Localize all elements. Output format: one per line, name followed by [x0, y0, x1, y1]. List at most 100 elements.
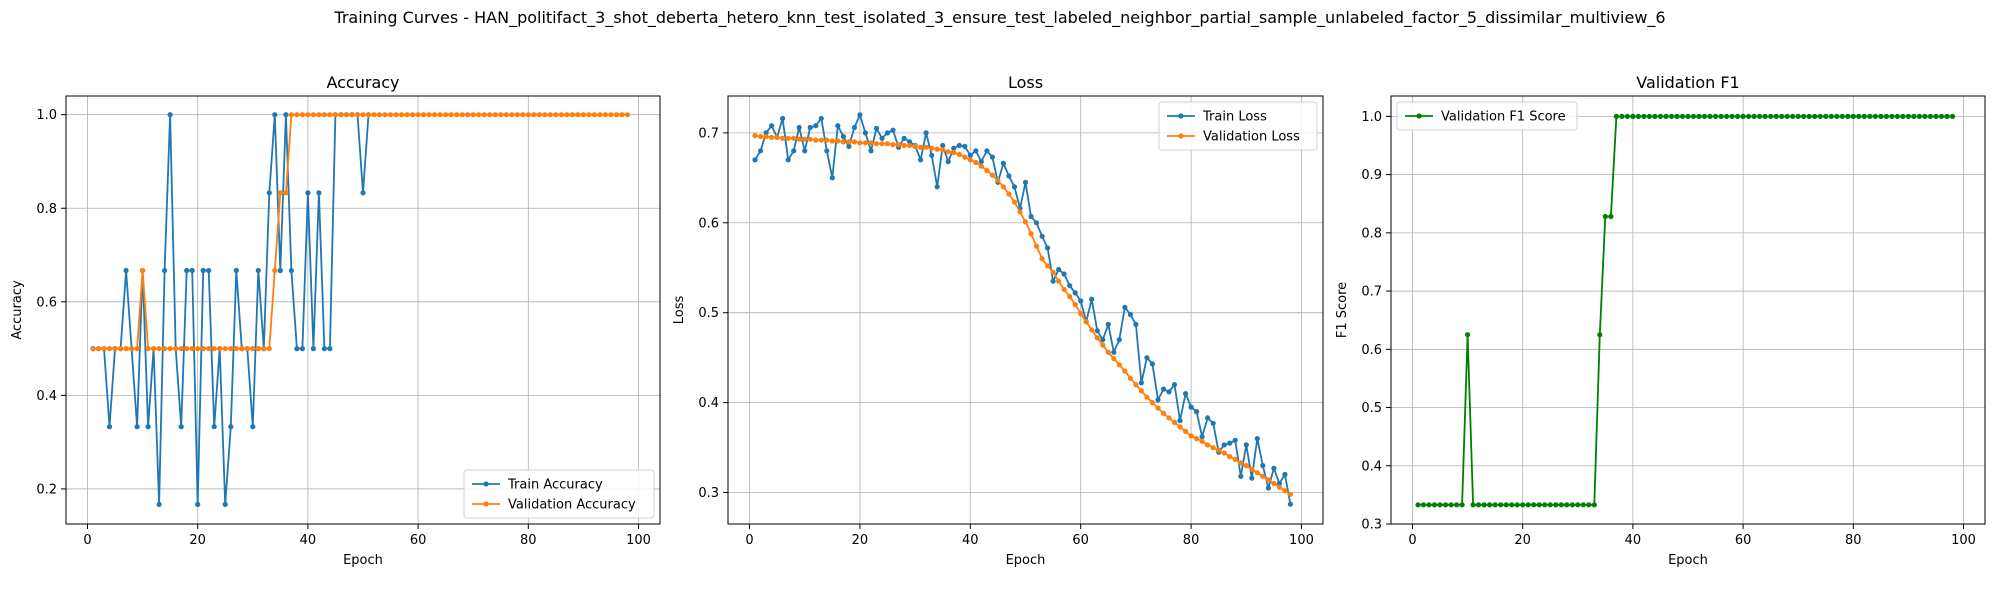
data-point	[310, 346, 316, 352]
y-tick-label: 1.0	[1361, 110, 1382, 125]
data-point	[580, 112, 587, 118]
data-point	[531, 112, 537, 118]
data-point	[1801, 113, 1807, 119]
data-point	[613, 112, 620, 118]
data-point	[222, 501, 228, 507]
data-point	[802, 148, 808, 154]
data-point	[923, 144, 929, 150]
x-tick-label: 20	[189, 533, 206, 548]
data-point	[1061, 271, 1067, 277]
data-point	[525, 112, 531, 118]
data-point	[1922, 113, 1928, 119]
legend-swatch-marker	[1178, 113, 1184, 119]
data-point	[973, 159, 979, 166]
data-point	[1045, 245, 1051, 251]
data-point	[1260, 463, 1266, 469]
data-point	[1238, 460, 1244, 466]
legend-swatch-marker	[483, 481, 489, 487]
data-point	[118, 346, 124, 352]
data-point	[1580, 502, 1586, 508]
x-tick-label: 60	[1072, 533, 1089, 548]
data-point	[294, 112, 300, 118]
data-point	[1608, 213, 1614, 220]
data-point	[250, 424, 256, 430]
data-point	[184, 267, 190, 274]
data-point	[1586, 502, 1592, 508]
data-point	[1531, 502, 1537, 508]
y-tick-label: 1.0	[36, 108, 57, 123]
data-point	[824, 148, 830, 154]
data-point	[481, 112, 487, 118]
data-point	[989, 154, 996, 160]
data-point	[1155, 397, 1161, 403]
data-point	[967, 152, 973, 158]
data-point	[1171, 419, 1178, 425]
data-point	[1426, 502, 1432, 508]
data-point	[376, 112, 383, 118]
data-point	[1011, 184, 1018, 190]
data-point	[923, 130, 929, 136]
data-point	[1542, 502, 1548, 508]
legend-swatch-marker	[1178, 133, 1184, 139]
data-point	[907, 139, 913, 145]
data-point	[283, 190, 289, 196]
legend: Validation F1 Score	[1396, 101, 1578, 131]
data-point	[1160, 386, 1167, 392]
data-point	[835, 138, 841, 144]
data-point	[360, 190, 366, 196]
data-point	[476, 112, 482, 118]
data-point	[763, 130, 769, 136]
data-point	[1276, 484, 1282, 490]
x-axis-label: Epoch	[343, 553, 383, 568]
data-point	[1850, 113, 1856, 119]
data-point	[211, 424, 217, 430]
data-point	[1872, 113, 1878, 119]
data-point	[785, 157, 791, 163]
legend-label: Validation Accuracy	[508, 498, 636, 513]
data-point	[901, 142, 907, 149]
data-point	[1006, 191, 1012, 197]
data-point	[1415, 502, 1421, 508]
data-point	[1812, 113, 1818, 119]
data-point	[492, 112, 498, 118]
data-point	[608, 112, 614, 118]
data-point	[255, 267, 261, 274]
data-point	[1221, 442, 1227, 448]
data-point	[989, 172, 996, 178]
data-point	[945, 159, 951, 165]
data-point	[1166, 389, 1172, 395]
data-point	[1105, 349, 1111, 355]
data-point	[851, 124, 858, 131]
data-point	[879, 135, 885, 141]
data-point	[1619, 113, 1625, 119]
data-point	[884, 130, 891, 136]
data-point	[1845, 113, 1851, 119]
y-tick-label: 0.8	[1361, 226, 1382, 241]
data-point	[791, 148, 797, 154]
x-tick-label: 80	[1845, 533, 1862, 548]
data-point	[388, 112, 394, 118]
data-point	[365, 112, 372, 118]
data-point	[1022, 219, 1029, 225]
data-point	[162, 267, 168, 274]
legend: Train Accuracy Validation Accuracy	[463, 469, 655, 519]
data-point	[1613, 113, 1619, 119]
data-point	[272, 112, 278, 118]
data-point	[1243, 463, 1249, 469]
data-point	[266, 346, 272, 352]
y-tick-label: 0.9	[1361, 168, 1382, 183]
data-point	[796, 124, 802, 131]
data-point	[421, 112, 427, 118]
data-point	[228, 346, 234, 352]
data-point	[1547, 502, 1553, 508]
data-point	[178, 424, 184, 430]
x-tick-label: 40	[1625, 533, 1642, 548]
data-point	[1205, 415, 1211, 421]
data-point	[918, 157, 924, 163]
data-point	[1133, 382, 1139, 388]
data-point	[929, 145, 935, 151]
data-point	[244, 346, 250, 352]
data-point	[520, 112, 526, 118]
data-point	[1227, 440, 1233, 446]
data-point	[1564, 502, 1570, 508]
